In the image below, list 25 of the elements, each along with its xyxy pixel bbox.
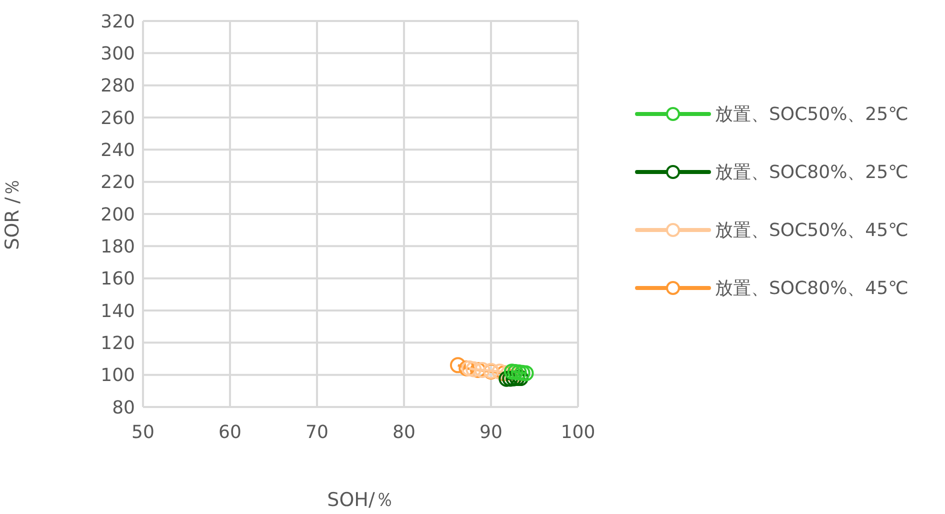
y-axis-title: SOR /％: [2, 178, 24, 250]
x-axis-title: SOH/％: [327, 489, 394, 511]
y-tick-label: 160: [100, 268, 135, 290]
legend-label: 放置、SOC50%、45℃: [715, 219, 908, 242]
x-tick-label: 100: [560, 422, 596, 443]
y-tick-label: 280: [100, 76, 135, 97]
legend-label: 放置、SOC80%、25℃: [715, 161, 908, 184]
x-tick-label: 90: [480, 422, 502, 443]
x-tick-label: 60: [218, 422, 242, 443]
y-tick-label: 100: [100, 365, 135, 386]
legend-label: 放置、SOC50%、25℃: [715, 103, 908, 126]
y-tick-label: 200: [100, 204, 135, 226]
x-tick-label: 70: [306, 422, 328, 443]
y-tick-label: 220: [100, 172, 135, 194]
x-tick-label: 80: [392, 422, 416, 443]
y-tick-label: 240: [100, 140, 135, 162]
y-tick-label: 260: [100, 108, 135, 129]
y-tick-label: 120: [100, 333, 135, 354]
y-tick-label: 320: [100, 11, 135, 32]
legend-label: 放置、SOC80%、45℃: [715, 277, 908, 300]
y-tick-label: 140: [100, 300, 135, 322]
x-tick-label: 50: [132, 422, 154, 443]
y-tick-label: 300: [100, 44, 135, 65]
y-tick-label: 180: [100, 236, 135, 258]
y-tick-label: 80: [112, 397, 135, 418]
